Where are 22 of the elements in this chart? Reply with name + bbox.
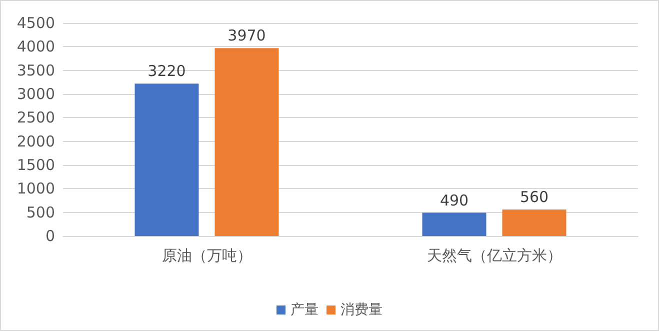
legend-label: 消费量: [340, 302, 382, 318]
bar: [502, 209, 566, 236]
y-tick-label: 2500: [16, 108, 55, 127]
y-tick-label: 4000: [16, 38, 55, 56]
data-label: 3220: [148, 62, 186, 80]
y-tick-label: 0: [45, 227, 55, 245]
x-tick-label: 原油（万吨）: [162, 246, 252, 264]
legend-label: 产量: [290, 302, 318, 318]
y-tick-label: 4500: [16, 14, 55, 32]
x-tick-label: 天然气（亿立方米）: [426, 246, 562, 264]
data-label: 490: [440, 191, 469, 210]
y-tick-label: 3000: [16, 85, 55, 103]
bar: [134, 84, 199, 236]
data-label: 3970: [228, 26, 266, 45]
y-tick-label: 2000: [16, 132, 55, 150]
bar: [214, 48, 279, 236]
y-tick-label: 1000: [16, 180, 55, 198]
data-label: 560: [520, 188, 549, 206]
y-tick-label: 500: [26, 203, 55, 222]
y-tick-label: 3500: [16, 61, 55, 80]
bar: [422, 212, 486, 236]
y-tick-label: 1500: [16, 156, 55, 174]
